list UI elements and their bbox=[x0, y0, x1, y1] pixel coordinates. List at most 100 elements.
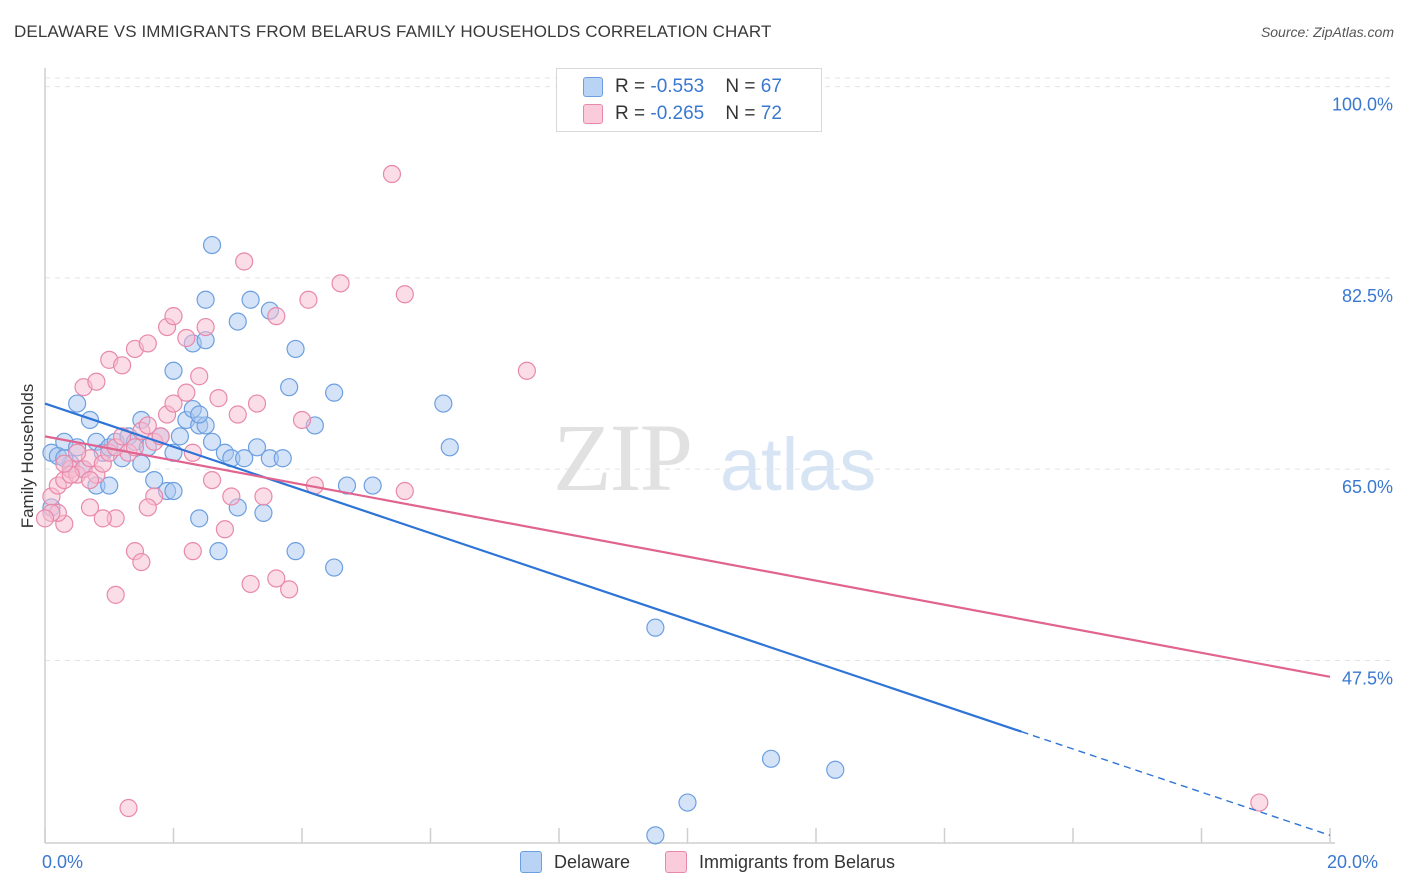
bottom-legend-label-delaware: Delaware bbox=[554, 851, 631, 872]
belarus-point bbox=[55, 454, 74, 473]
delaware-point bbox=[646, 618, 665, 637]
belarus-point bbox=[190, 367, 209, 386]
belarus-point bbox=[382, 164, 402, 184]
bottom-legend: Delaware Immigrants from Belarus bbox=[0, 851, 1406, 877]
legend-row-belarus: R = -0.265 N = 72 bbox=[583, 102, 782, 126]
delaware-point bbox=[678, 793, 697, 812]
belarus-point bbox=[517, 361, 536, 380]
delaware-point bbox=[190, 405, 209, 424]
y-tick-label: 65.0% bbox=[1342, 477, 1393, 497]
belarus-point bbox=[138, 498, 157, 517]
x-min-label: 0.0% bbox=[42, 852, 84, 872]
x-ticks bbox=[44, 828, 1331, 843]
belarus-point bbox=[112, 427, 132, 446]
delaware-point bbox=[68, 394, 87, 413]
legend-row-delaware: R = -0.553 N = 67 bbox=[583, 75, 782, 99]
belarus-point bbox=[209, 389, 228, 408]
belarus-point bbox=[35, 509, 55, 528]
delaware-point bbox=[164, 361, 183, 380]
belarus-point bbox=[138, 334, 157, 353]
legend-n-label: N = bbox=[725, 103, 761, 124]
delaware-point bbox=[209, 542, 228, 561]
delaware-trend-extension bbox=[1021, 731, 1331, 837]
legend-r-value: -0.553 bbox=[650, 76, 705, 97]
delaware-point bbox=[826, 760, 845, 779]
legend-r-label: R = bbox=[615, 103, 651, 124]
delaware-point bbox=[247, 438, 267, 457]
belarus-point bbox=[112, 356, 132, 375]
belarus-point bbox=[331, 274, 350, 293]
legend-gap bbox=[704, 76, 725, 97]
delaware-point bbox=[196, 290, 215, 309]
belarus-point bbox=[235, 252, 254, 271]
legend-text-delaware: R = -0.553 N = 67 bbox=[615, 76, 782, 98]
bottom-legend-label-belarus: Immigrants from Belarus bbox=[699, 851, 896, 872]
y-tick-label: 100.0% bbox=[1332, 95, 1393, 115]
legend-swatch-delaware bbox=[583, 77, 603, 97]
bottom-legend-delaware: Delaware bbox=[520, 851, 630, 873]
y-tick-label: 47.5% bbox=[1342, 668, 1393, 688]
delaware-point bbox=[235, 449, 254, 468]
grid-lines bbox=[45, 77, 1395, 661]
belarus-point bbox=[87, 372, 106, 391]
watermark-atlas: atlas bbox=[720, 423, 876, 506]
trend-lines bbox=[44, 402, 1331, 837]
belarus-point bbox=[164, 394, 183, 413]
belarus-point bbox=[228, 405, 247, 424]
legend-r-label: R = bbox=[615, 76, 651, 97]
belarus-point bbox=[222, 487, 241, 506]
delaware-point bbox=[337, 476, 357, 495]
belarus-points bbox=[35, 164, 1269, 818]
delaware-point bbox=[202, 432, 222, 451]
source-label: Source: ZipAtlas.com bbox=[1260, 24, 1394, 40]
delaware-point bbox=[170, 427, 190, 446]
belarus-point bbox=[299, 290, 318, 309]
legend-r-value: -0.265 bbox=[650, 103, 705, 124]
belarus-point bbox=[93, 509, 112, 528]
y-tick-labels: 47.5% 65.0% 82.5% 100.0% bbox=[1332, 95, 1393, 689]
delaware-point bbox=[363, 476, 382, 495]
legend-text-belarus: R = -0.265 N = 72 bbox=[615, 103, 782, 125]
delaware-point bbox=[190, 509, 209, 528]
chart-title: DELAWARE VS IMMIGRANTS FROM BELARUS FAMI… bbox=[14, 22, 772, 41]
belarus-point bbox=[138, 416, 157, 435]
belarus-point bbox=[267, 307, 286, 326]
x-max-label: 20.0% bbox=[1327, 852, 1379, 872]
belarus-point bbox=[1250, 793, 1269, 812]
belarus-point bbox=[106, 585, 125, 604]
delaware-point bbox=[164, 481, 183, 501]
belarus-point bbox=[164, 307, 183, 326]
bottom-legend-swatch-belarus bbox=[665, 851, 687, 873]
belarus-point bbox=[68, 443, 87, 462]
belarus-point bbox=[395, 481, 414, 501]
legend: R = -0.553 N = 67 R = -0.265 N = 72 bbox=[556, 68, 822, 132]
bottom-legend-swatch-delaware bbox=[520, 851, 542, 873]
delaware-point bbox=[202, 235, 222, 255]
belarus-point bbox=[292, 410, 312, 430]
delaware-point bbox=[761, 749, 781, 768]
belarus-point bbox=[80, 498, 100, 517]
belarus-point bbox=[80, 470, 100, 490]
legend-n-value: 67 bbox=[760, 76, 782, 97]
delaware-point bbox=[100, 476, 119, 495]
delaware-trend-line bbox=[44, 402, 1022, 733]
delaware-point bbox=[286, 542, 305, 561]
delaware-point bbox=[646, 826, 665, 845]
belarus-point bbox=[395, 285, 414, 304]
watermark-zip: ZIP bbox=[553, 404, 691, 511]
delaware-point bbox=[325, 558, 344, 577]
belarus-point bbox=[215, 520, 234, 539]
legend-n-label: N = bbox=[725, 76, 761, 97]
delaware-point bbox=[434, 394, 453, 413]
belarus-point bbox=[202, 470, 222, 490]
delaware-point bbox=[280, 378, 299, 397]
delaware-point bbox=[286, 339, 305, 359]
legend-n-value: 72 bbox=[760, 103, 782, 124]
belarus-point bbox=[280, 580, 299, 599]
belarus-point bbox=[247, 394, 267, 413]
belarus-point bbox=[241, 574, 260, 594]
delaware-point bbox=[228, 312, 247, 331]
belarus-point bbox=[196, 317, 215, 337]
bottom-legend-belarus: Immigrants from Belarus bbox=[665, 851, 895, 873]
belarus-point bbox=[132, 552, 151, 572]
